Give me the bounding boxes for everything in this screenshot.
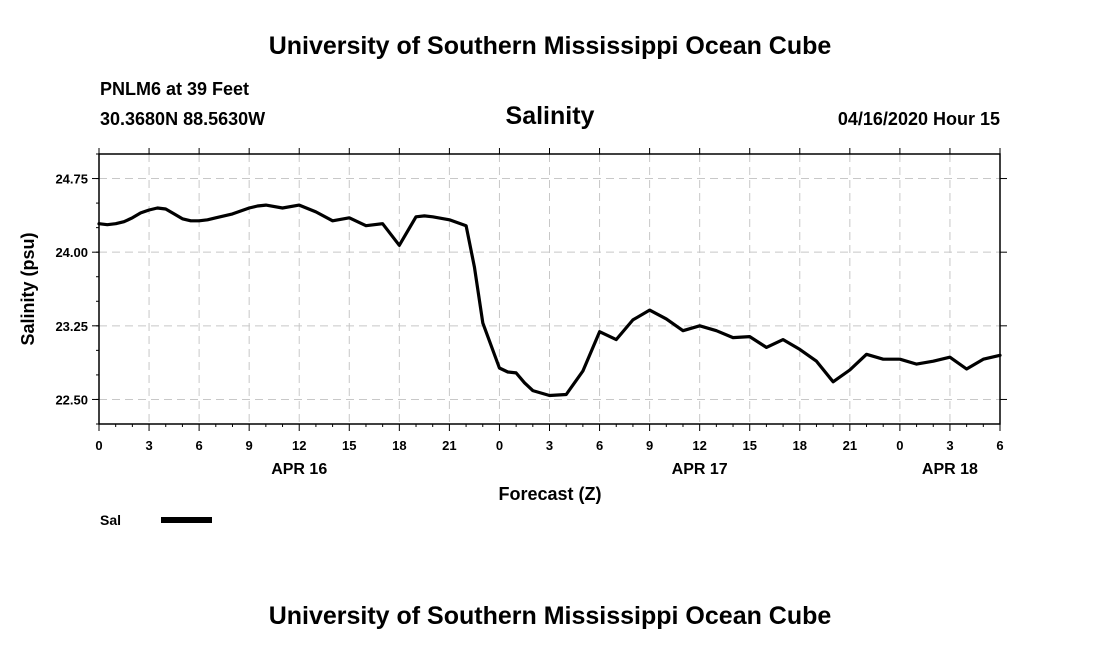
x-tick-label: 15	[342, 438, 356, 453]
x-tick-label: 18	[793, 438, 807, 453]
y-tick-label: 24.00	[55, 245, 88, 260]
x-tick-label: 0	[896, 438, 903, 453]
day-label: APR 16	[271, 461, 327, 478]
x-tick-label: 12	[692, 438, 706, 453]
legend-label: Sal	[100, 512, 121, 528]
x-tick-label: 0	[496, 438, 503, 453]
grid-lines	[99, 154, 1000, 424]
plot-frame	[98, 153, 1001, 425]
x-tick-label: 21	[843, 438, 857, 453]
x-tick-label: 18	[392, 438, 406, 453]
chart-title: University of Southern Mississippi Ocean…	[269, 32, 832, 60]
variable-title: Salinity	[506, 102, 595, 130]
x-tick-label: 15	[742, 438, 756, 453]
x-tick-label: 12	[292, 438, 306, 453]
y-tick-label: 24.75	[55, 172, 88, 187]
forecast-timestamp: 04/16/2020 Hour 15	[838, 109, 1000, 129]
x-tick-label: 3	[145, 438, 152, 453]
y-axis-label: Salinity (psu)	[18, 232, 38, 345]
x-tick-label: 3	[946, 438, 953, 453]
station-coordinates: 30.3680N 88.5630W	[100, 109, 265, 129]
series-line-sal	[97, 203, 1002, 398]
station-label: PNLM6 at 39 Feet	[100, 79, 249, 99]
y-tick-label: 22.50	[55, 392, 88, 407]
x-tick-label: 6	[596, 438, 603, 453]
x-axis-label: Forecast (Z)	[498, 484, 601, 504]
x-tick-label: 6	[996, 438, 1003, 453]
x-tick-label: 21	[442, 438, 456, 453]
footer-title: University of Southern Mississippi Ocean…	[269, 602, 832, 630]
series-layer	[97, 203, 1002, 398]
day-label: APR 17	[672, 461, 728, 478]
x-tick-label: 9	[646, 438, 653, 453]
day-label: APR 18	[922, 461, 978, 478]
x-tick-label: 9	[246, 438, 253, 453]
x-tick-label: 0	[95, 438, 102, 453]
y-tick-label: 23.25	[55, 319, 88, 334]
x-tick-label: 3	[546, 438, 553, 453]
x-tick-label: 6	[195, 438, 202, 453]
tick-labels: 0 3 6 9 12 15 18 21 0 3 6 9 12 15 18 21 0 3 6 APR 16 APR 17 A…	[55, 172, 1003, 478]
